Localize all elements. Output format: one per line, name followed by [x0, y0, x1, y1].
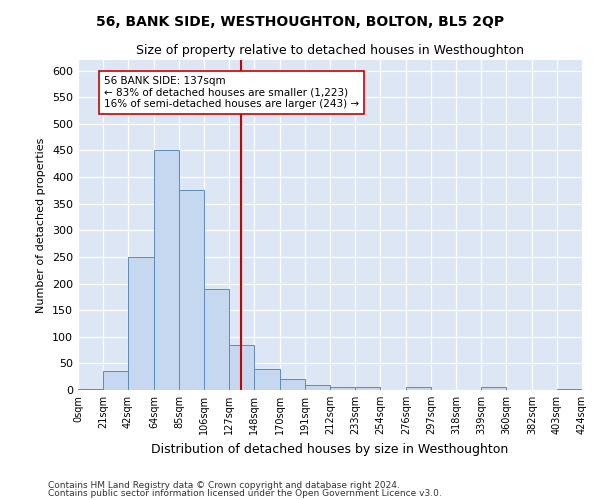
- Bar: [557, 389, 582, 390]
- Text: Contains public sector information licensed under the Open Government Licence v3: Contains public sector information licen…: [48, 489, 442, 498]
- Bar: [254, 368, 280, 390]
- Text: 56 BANK SIDE: 137sqm
← 83% of detached houses are smaller (1,223)
16% of semi-de: 56 BANK SIDE: 137sqm ← 83% of detached h…: [104, 76, 359, 109]
- Bar: [128, 257, 154, 390]
- Title: Size of property relative to detached houses in Westhoughton: Size of property relative to detached ho…: [136, 44, 524, 58]
- Text: 56, BANK SIDE, WESTHOUGHTON, BOLTON, BL5 2QP: 56, BANK SIDE, WESTHOUGHTON, BOLTON, BL5…: [96, 15, 504, 29]
- Bar: [179, 190, 204, 390]
- Bar: [280, 380, 305, 390]
- X-axis label: Distribution of detached houses by size in Westhoughton: Distribution of detached houses by size …: [151, 442, 509, 456]
- Bar: [355, 388, 380, 390]
- Bar: [481, 388, 506, 390]
- Bar: [154, 150, 179, 390]
- Text: Contains HM Land Registry data © Crown copyright and database right 2024.: Contains HM Land Registry data © Crown c…: [48, 480, 400, 490]
- Bar: [204, 289, 229, 390]
- Bar: [78, 389, 103, 390]
- Bar: [103, 372, 128, 390]
- Bar: [406, 388, 431, 390]
- Bar: [305, 384, 330, 390]
- Bar: [330, 388, 355, 390]
- Y-axis label: Number of detached properties: Number of detached properties: [37, 138, 46, 312]
- Bar: [229, 345, 254, 390]
